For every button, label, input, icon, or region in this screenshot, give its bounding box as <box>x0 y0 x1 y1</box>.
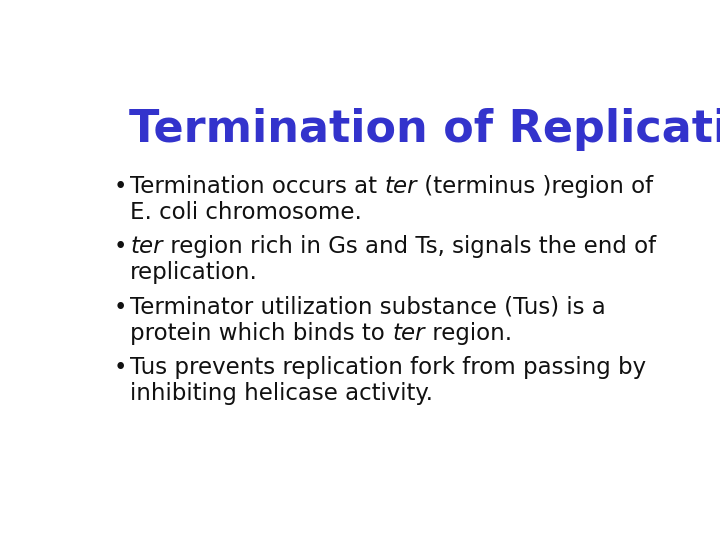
Text: •: • <box>114 175 127 198</box>
Text: E. coli chromosome.: E. coli chromosome. <box>130 201 362 224</box>
Text: Termination occurs at: Termination occurs at <box>130 175 384 198</box>
Text: •: • <box>114 235 127 258</box>
Text: region rich in Gs and Ts, signals the end of: region rich in Gs and Ts, signals the en… <box>163 235 656 258</box>
Text: Tus prevents replication fork from passing by: Tus prevents replication fork from passi… <box>130 356 647 379</box>
Text: protein which binds to: protein which binds to <box>130 322 392 345</box>
Text: •: • <box>114 295 127 319</box>
Text: inhibiting helicase activity.: inhibiting helicase activity. <box>130 382 433 405</box>
Text: region.: region. <box>425 322 512 345</box>
Text: Terminator utilization substance (Tus) is a: Terminator utilization substance (Tus) i… <box>130 295 606 319</box>
Text: (terminus )region of: (terminus )region of <box>417 175 653 198</box>
Text: ter: ter <box>384 175 417 198</box>
Text: Termination of Replication: Termination of Replication <box>129 109 720 151</box>
Text: •: • <box>114 356 127 379</box>
Text: ter: ter <box>130 235 163 258</box>
Text: replication.: replication. <box>130 261 258 285</box>
Text: ter: ter <box>392 322 425 345</box>
